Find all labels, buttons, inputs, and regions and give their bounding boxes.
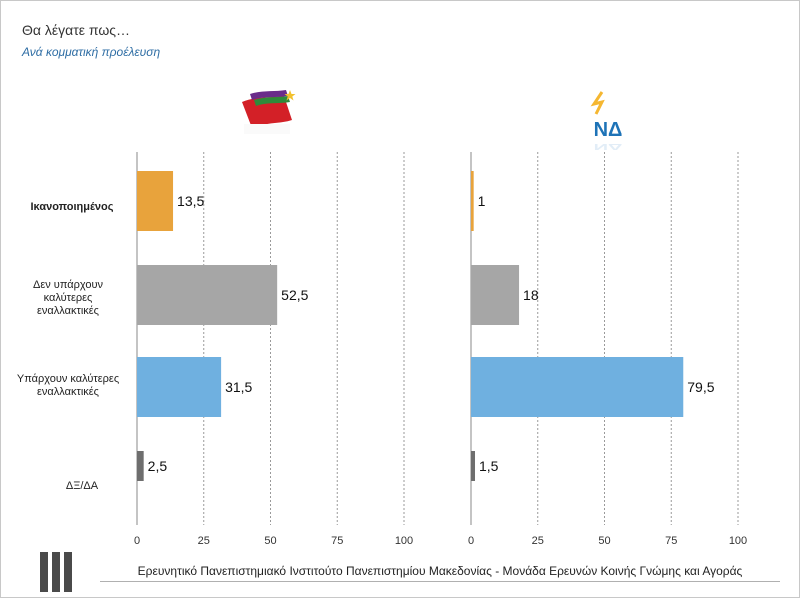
institute-logo-bar [52, 552, 60, 592]
x-tick-label: 0 [468, 535, 474, 547]
page-title: Θα λέγατε πως… [22, 22, 131, 38]
syriza-red-flag-icon [242, 96, 292, 128]
bar [471, 451, 476, 481]
x-tick-label: 0 [134, 535, 140, 547]
data-label: 18 [523, 287, 539, 303]
footer-divider [100, 581, 780, 582]
syriza-star-icon [284, 90, 296, 101]
bar [471, 171, 474, 231]
bar [471, 357, 684, 417]
institute-logo-bar [64, 552, 72, 592]
bar [137, 171, 174, 231]
syriza-reflection [244, 124, 290, 134]
x-tick-label: 50 [264, 535, 276, 547]
bar [471, 265, 520, 325]
page-subtitle: Ανά κομματική προέλευση [22, 45, 161, 59]
x-tick-label: 75 [665, 535, 677, 547]
data-label: 79,5 [687, 379, 714, 395]
x-tick-label: 100 [729, 535, 747, 547]
category-label-3: Υπάρχουν καλύτερες εναλλακτικές [16, 373, 120, 398]
nd-logo-reflection: ΝΔ [594, 142, 623, 151]
bar [137, 265, 278, 325]
data-label: 31,5 [225, 379, 252, 395]
nd-logo: ΝΔ ΝΔ [590, 91, 623, 151]
syriza-logo [242, 90, 296, 134]
syriza-purple-stripe-icon [250, 90, 288, 100]
x-tick-label: 50 [598, 535, 610, 547]
data-label: 13,5 [177, 193, 204, 209]
syriza-green-stripe-icon [254, 96, 290, 106]
bar [137, 357, 222, 417]
x-tick-label: 75 [331, 535, 343, 547]
category-label-4: ΔΞ/ΔΑ [65, 480, 99, 492]
nd-torch-flame-icon [590, 91, 605, 115]
x-tick-label: 25 [532, 535, 544, 547]
data-label: 2,5 [148, 458, 168, 474]
footer-credit: Ερευνητικό Πανεπιστημιακό Ινστιτούτο Παν… [137, 564, 743, 578]
category-label-1: Ικανοποιημένος [30, 201, 114, 213]
x-tick-label: 25 [198, 535, 210, 547]
bar [137, 451, 144, 481]
category-label-2: Δεν υπάρχουν καλύτερες εναλλακτικές [33, 279, 103, 317]
nd-logo-text: ΝΔ [594, 119, 623, 141]
data-label: 1 [478, 193, 486, 209]
data-label: 52,5 [281, 287, 308, 303]
data-label: 1,5 [479, 458, 499, 474]
x-tick-label: 100 [395, 535, 413, 547]
institute-logo-bar [40, 552, 48, 592]
institute-logo [40, 552, 74, 592]
